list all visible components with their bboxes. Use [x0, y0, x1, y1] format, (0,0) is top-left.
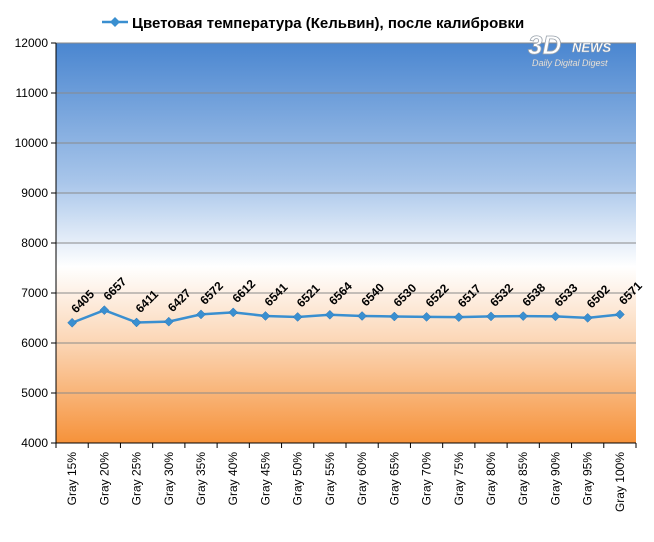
- x-tick-label: Gray 60%: [355, 452, 369, 506]
- data-point-marker: [228, 307, 239, 318]
- legend-title: Цветовая температура (Кельвин), после ка…: [132, 15, 524, 32]
- gridlines: [56, 42, 636, 394]
- data-point-marker: [292, 312, 303, 322]
- x-tick-label: Gray 90%: [548, 452, 562, 506]
- watermark-tagline: Daily Digital Digest: [532, 58, 608, 68]
- legend: Цветовая температура (Кельвин), после ка…: [102, 15, 524, 32]
- y-tick-label: 12000: [15, 36, 49, 50]
- y-tick-label: 7000: [21, 286, 48, 300]
- data-point-marker: [421, 312, 432, 322]
- data-point-marker: [518, 311, 529, 321]
- y-tick-label: 5000: [21, 386, 48, 400]
- x-tick-label: Gray 15%: [65, 452, 79, 506]
- x-tick-label: Gray 65%: [387, 452, 401, 506]
- data-point-marker: [325, 309, 335, 320]
- y-tick-label: 4000: [21, 436, 48, 450]
- watermark-brand-news: NEWS: [572, 40, 611, 55]
- x-axis-ticks: Gray 15% Gray 20% Gray 25% Gray 30% Gray 35%…: [55, 443, 637, 512]
- data-point-marker: [615, 309, 625, 320]
- x-tick-label: Gray 55%: [323, 452, 337, 506]
- data-point-marker: [453, 312, 464, 323]
- data-point-marker: [357, 311, 367, 321]
- legend-marker-icon: [110, 17, 120, 27]
- data-point-marker: [389, 311, 400, 322]
- x-tick-label: Gray 20%: [97, 452, 111, 506]
- y-tick-label: 11000: [16, 86, 49, 100]
- data-point-marker: [131, 317, 142, 328]
- data-point-marker: [582, 313, 593, 323]
- watermark-brand-3d: 3D: [528, 30, 561, 60]
- x-tick-label: Gray 40%: [226, 452, 240, 506]
- series-line: [67, 305, 625, 328]
- y-tick-label: 10000: [15, 136, 49, 150]
- data-point-marker: [67, 317, 77, 328]
- data-point-marker: [196, 309, 206, 320]
- x-tick-label: Gray 35%: [194, 452, 208, 506]
- y-axis-ticks: 4000 5000 6000 7000 8000 9000 10000 11000 12000: [15, 36, 56, 450]
- x-tick-label: Gray 85%: [516, 452, 530, 506]
- x-tick-label: Gray 25%: [130, 452, 144, 506]
- y-tick-label: 8000: [21, 236, 48, 250]
- data-point-marker: [260, 311, 271, 321]
- x-tick-label: Gray 75%: [452, 452, 466, 506]
- x-tick-label: Gray 30%: [162, 452, 176, 506]
- x-tick-label: Gray 95%: [581, 452, 595, 506]
- data-point-marker: [550, 311, 561, 322]
- x-tick-label: Gray 100%: [613, 452, 627, 512]
- data-point-marker: [99, 305, 110, 316]
- data-point-marker: [163, 316, 174, 327]
- data-point-marker: [486, 311, 496, 322]
- x-tick-label: Gray 70%: [420, 452, 434, 506]
- watermark-logo: 3D NEWS Daily Digital Digest: [528, 30, 612, 69]
- y-tick-label: 6000: [21, 336, 48, 350]
- x-tick-label: Gray 80%: [484, 452, 498, 506]
- x-tick-label: Gray 50%: [291, 452, 305, 506]
- x-tick-label: Gray 45%: [258, 452, 272, 506]
- y-tick-label: 9000: [21, 186, 48, 200]
- series-line-path: [71, 308, 621, 324]
